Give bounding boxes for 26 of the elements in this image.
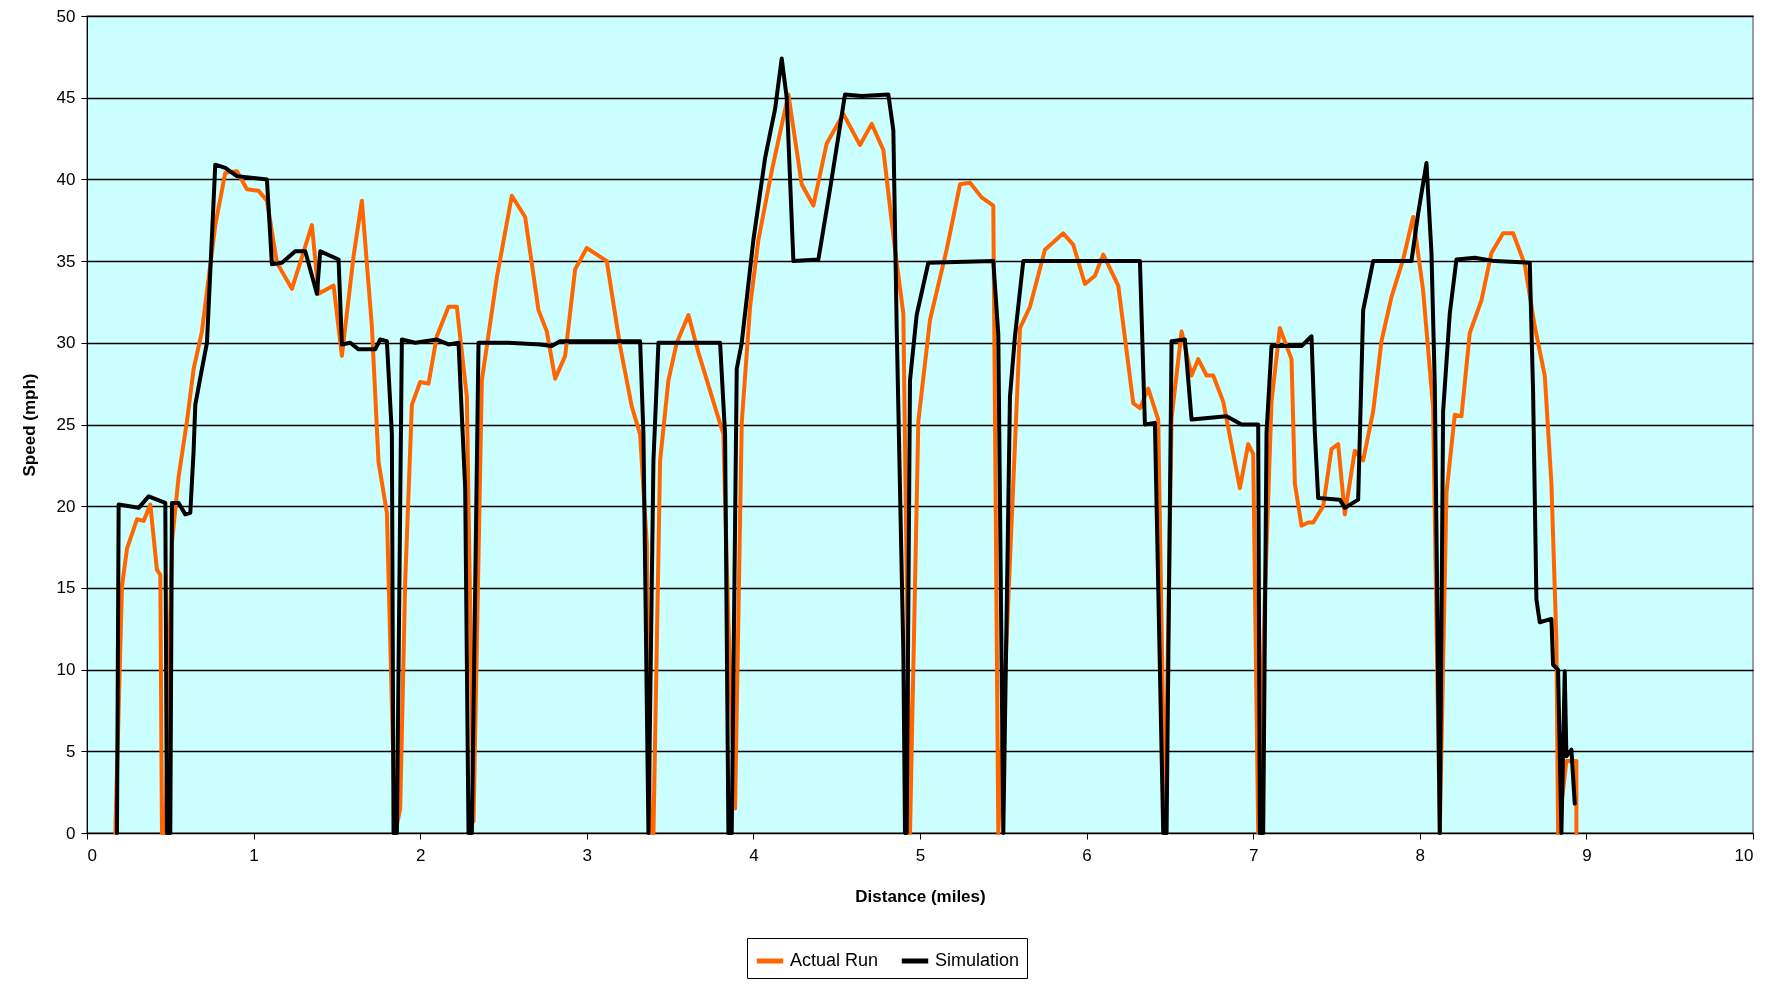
- y-tick-label: 20: [56, 496, 76, 516]
- x-tick-label: 10: [1734, 845, 1754, 865]
- y-tick-label: 35: [56, 251, 76, 271]
- legend-label: Simulation: [935, 950, 1020, 970]
- y-tick-label: 10: [56, 660, 76, 680]
- x-tick-label: 9: [1582, 845, 1592, 865]
- y-tick-label: 0: [66, 823, 76, 843]
- y-tick-label: 25: [56, 415, 76, 434]
- x-tick-label: 4: [749, 845, 759, 865]
- x-axis-title: Distance (miles): [855, 886, 986, 906]
- y-tick-label: 5: [66, 741, 76, 761]
- x-tick-label: 6: [1082, 845, 1092, 865]
- x-tick-label: 3: [582, 845, 593, 865]
- y-tick-label: 30: [56, 333, 76, 353]
- y-tick-label: 15: [56, 578, 76, 598]
- y-tick-label: 45: [56, 88, 76, 108]
- y-tick-label: 50: [56, 6, 76, 26]
- x-tick-label: 5: [915, 845, 926, 865]
- x-tick-label: 7: [1248, 845, 1259, 865]
- x-tick-label: 1: [249, 845, 259, 865]
- x-tick-label: 0: [87, 845, 97, 865]
- legend-label: Actual Run: [790, 950, 879, 970]
- x-tick-label: 8: [1415, 845, 1426, 865]
- y-tick-label: 40: [56, 169, 76, 189]
- y-axis-title: Speed (mph): [19, 373, 39, 477]
- x-tick-label: 2: [415, 845, 426, 865]
